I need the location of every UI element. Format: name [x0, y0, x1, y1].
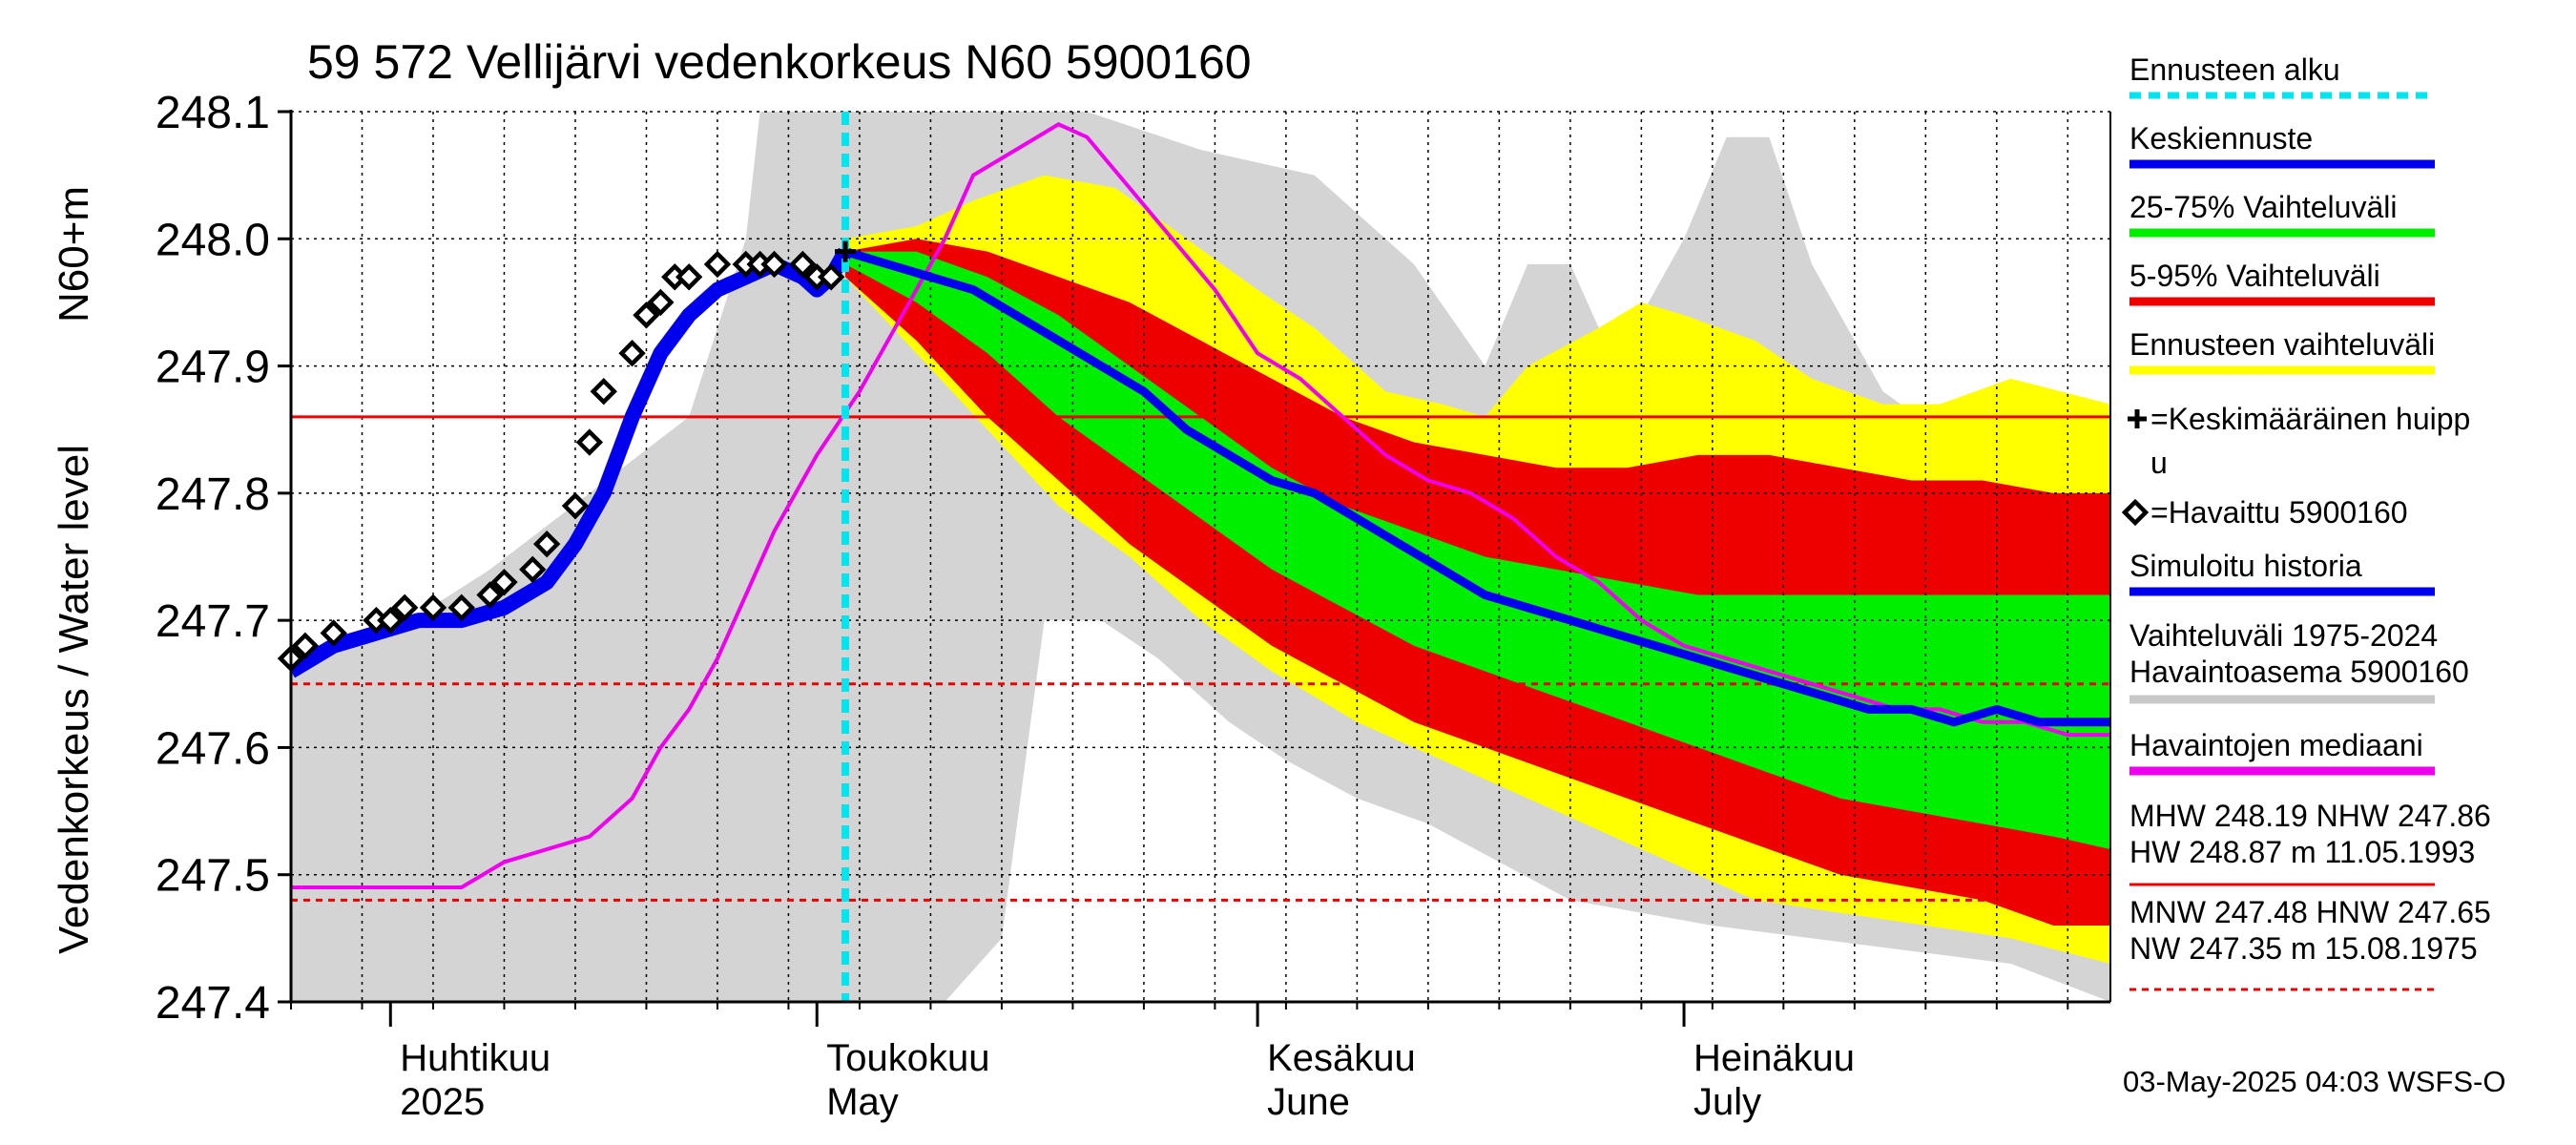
observed-point [789, 250, 817, 279]
p25-75-band [845, 251, 2110, 850]
y-tick-label: 248.0 [156, 215, 270, 265]
y-tick-label: 247.9 [156, 343, 270, 393]
observed-point [476, 581, 504, 609]
observed-point [447, 593, 475, 621]
legend-label-line2: Havaintoasema 5900160 [2129, 655, 2469, 689]
y-tick-label: 247.8 [156, 469, 270, 520]
y-tick-label: 247.4 [156, 978, 270, 1029]
observed-point [291, 632, 320, 659]
mean-forecast-line [843, 247, 2110, 727]
observed-point [675, 263, 703, 291]
x-month-sublabel: 2025 [400, 1081, 485, 1123]
legend-label-line2: u [2150, 446, 2168, 480]
observed-point [320, 619, 347, 647]
observed-point [532, 530, 561, 558]
ranges-layer [291, 112, 2110, 1002]
observed-point [590, 378, 617, 406]
legend-label: MHW 248.19 NHW 247.86 [2129, 799, 2491, 833]
x-month-sublabel: May [826, 1081, 899, 1123]
observed-point [575, 428, 604, 456]
legend-diamond-icon [2121, 498, 2150, 527]
observed-point [703, 250, 732, 279]
observed-point [633, 302, 660, 329]
observed-point [419, 593, 447, 621]
legend-label: =Keskimääräinen huipp [2150, 402, 2470, 436]
legend-label: Ennusteen vaihteluväli [2129, 327, 2435, 362]
x-month-label: Kesäkuu [1267, 1037, 1416, 1079]
observed-markers [277, 240, 857, 673]
observed-point [618, 340, 646, 367]
legend-label: 5-95% Vaihteluväli [2129, 259, 2380, 293]
observed-point [519, 555, 547, 584]
legend: Ennusteen alku Keskiennuste 25-75% Vaihtel… [2121, 52, 2491, 991]
y-tick-label: 247.7 [156, 596, 270, 647]
y-tick-label: 248.1 [156, 88, 270, 138]
observed-point [760, 250, 788, 279]
x-month-label: Heinäkuu [1693, 1037, 1855, 1079]
timestamp-footer: 03-May-2025 04:03 WSFS-O [2123, 1065, 2505, 1098]
legend-label: Havaintojen mediaani [2129, 728, 2423, 762]
observed-point [817, 263, 845, 291]
legend-label-line2: NW 247.35 m 15.08.1975 [2129, 931, 2478, 966]
legend-label-line2: HW 248.87 m 11.05.1993 [2129, 835, 2475, 869]
x-month-sublabel: June [1267, 1081, 1350, 1123]
observed-point [647, 288, 675, 317]
median-line [291, 122, 2110, 889]
x-month-sublabel: July [1693, 1081, 1761, 1123]
x-month-label: Toukokuu [826, 1037, 989, 1079]
legend-label: 25-75% Vaihteluväli [2129, 190, 2397, 224]
y-tick-label: 247.6 [156, 723, 270, 774]
observed-point [490, 568, 518, 596]
legend-label: Keskiennuste [2129, 121, 2313, 156]
y-axis-label: Vedenkorkeus / Water level [51, 445, 97, 954]
chart-title: 59 572 Vellijärvi vedenkorkeus N60 59001… [307, 35, 1252, 89]
legend-plus-icon [2128, 409, 2147, 428]
legend-label: Vaihteluväli 1975-2024 [2129, 618, 2438, 653]
observed-point [377, 606, 405, 635]
x-month-label: Huhtikuu [400, 1037, 551, 1079]
mean-peak-marker [835, 240, 857, 262]
legend-label: MNW 247.48 HNW 247.65 [2129, 895, 2491, 929]
observed-point [391, 593, 419, 621]
legend-label: =Havaittu 5900160 [2150, 495, 2408, 530]
y-axis-unit: N60+m [51, 186, 97, 323]
grid-layer [290, 111, 2110, 1003]
legend-label: Simuloitu historia [2129, 549, 2362, 583]
legend-label: Ennusteen alku [2129, 52, 2340, 87]
y-tick-label: 247.5 [156, 851, 270, 902]
axes-layer: 247.4 247.5 247.6 247.7 247.8 247.9 248.0 248.1… [156, 88, 2111, 1123]
y-axis-title: Vedenkorkeus / Water level N60+m [51, 186, 97, 954]
observed-point [561, 492, 590, 520]
